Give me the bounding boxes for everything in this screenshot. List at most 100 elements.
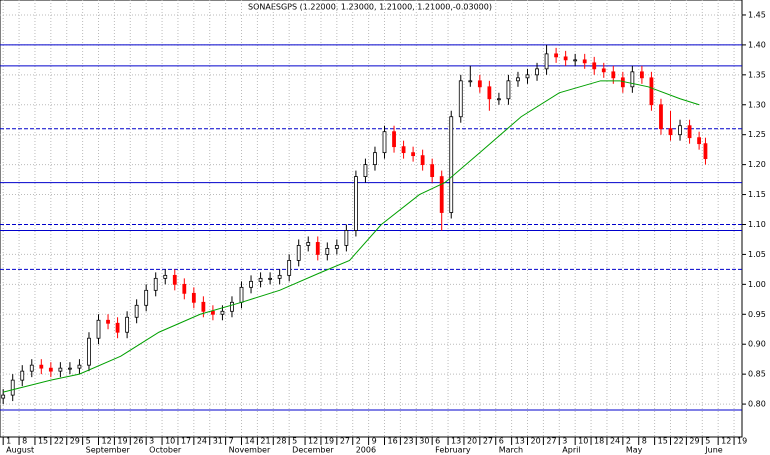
candle-body xyxy=(668,128,673,136)
candle-body xyxy=(1,394,6,399)
candle-body xyxy=(601,68,606,73)
x-tick-label: 20 xyxy=(467,437,477,446)
x-tick-label: 1 xyxy=(6,437,11,446)
x-tick-label: 12 xyxy=(308,437,318,446)
candle-body xyxy=(48,367,53,372)
candle-body xyxy=(659,104,663,130)
x-tick-label: 2 xyxy=(356,437,361,446)
x-tick-label: 24 xyxy=(610,437,620,446)
candle-body xyxy=(354,176,358,231)
x-tick-label: 5 xyxy=(292,437,297,446)
month-label: August xyxy=(6,446,34,455)
x-tick-label: 3 xyxy=(149,437,154,446)
y-tick-label: 1.45 xyxy=(748,10,766,19)
x-tick-label: 13 xyxy=(451,437,461,446)
x-tick-label: 17 xyxy=(181,437,191,446)
x-tick-label: 15 xyxy=(38,437,48,446)
candle-body xyxy=(344,230,349,246)
candle-body xyxy=(191,292,196,303)
month-label: March xyxy=(499,446,523,455)
candle-body xyxy=(287,260,292,276)
x-tick-label: 3 xyxy=(562,437,567,446)
month-label: December xyxy=(292,446,334,455)
x-tick-label: 14 xyxy=(245,437,255,446)
candle-body xyxy=(230,301,234,312)
candle-body xyxy=(592,62,597,70)
candle-body xyxy=(535,68,539,76)
candle-body xyxy=(220,310,225,315)
x-tick-label: 5 xyxy=(86,437,91,446)
candle-body xyxy=(401,146,406,154)
candle-body xyxy=(211,310,215,315)
x-tick-label: 18 xyxy=(594,437,604,446)
candle-body xyxy=(258,277,263,282)
candle-body xyxy=(516,77,520,82)
candle-body xyxy=(10,379,15,396)
plot-area xyxy=(0,0,743,438)
candle-body xyxy=(172,274,177,285)
month-label: October xyxy=(149,446,182,455)
x-tick-label: 27 xyxy=(546,437,556,446)
x-tick-label: 12 xyxy=(102,437,112,446)
x-tick-label: 23 xyxy=(403,437,413,446)
candle-body xyxy=(487,86,492,100)
candle-body xyxy=(697,137,702,145)
x-tick-label: 6 xyxy=(499,437,504,446)
candle-body xyxy=(106,319,110,324)
candle-body xyxy=(449,116,454,213)
candle-body xyxy=(411,152,416,157)
x-tick-label: 26 xyxy=(133,437,143,446)
x-tick-label: 22 xyxy=(674,437,684,446)
candle-body xyxy=(687,125,692,139)
candle-body xyxy=(182,283,187,294)
candle-body xyxy=(373,152,377,166)
candle-body xyxy=(249,280,253,288)
candle-body xyxy=(134,304,139,318)
candle-body xyxy=(582,59,587,64)
x-tick-label: 9 xyxy=(372,437,377,446)
chart-title: SONAESGPS (1.22000, 1.23000, 1.21000, 1.… xyxy=(248,3,492,12)
candle-body xyxy=(477,80,482,88)
y-tick-label: 1.10 xyxy=(748,220,766,229)
x-tick-label: 19 xyxy=(324,437,334,446)
candle-body xyxy=(201,301,206,312)
x-tick-label: 7 xyxy=(229,437,234,446)
x-tick-label: 8 xyxy=(642,437,647,446)
x-tick-label: 10 xyxy=(165,437,175,446)
x-tick-label: 13 xyxy=(515,437,525,446)
x-tick-label: 24 xyxy=(197,437,207,446)
candle-body xyxy=(611,71,616,79)
candle-body xyxy=(525,74,530,79)
x-tick-label: 15 xyxy=(658,437,668,446)
candle-body xyxy=(96,319,101,339)
x-tick-label: 19 xyxy=(117,437,127,446)
candle-body xyxy=(39,364,44,369)
candle-body xyxy=(29,364,34,372)
x-tick-label: 20 xyxy=(531,437,541,446)
candle-body xyxy=(68,367,72,370)
candle-body xyxy=(315,242,320,255)
candle-body xyxy=(268,277,273,280)
y-tick-label: 1.05 xyxy=(748,250,766,259)
candle-body xyxy=(77,364,82,369)
candle-body xyxy=(115,322,120,333)
candle-body xyxy=(239,286,244,303)
candle-body xyxy=(153,277,158,291)
x-tick-label: 27 xyxy=(483,437,493,446)
x-tick-label: 8 xyxy=(22,437,27,446)
month-label: September xyxy=(86,446,131,455)
candle-body xyxy=(458,80,463,118)
candle-body xyxy=(630,71,635,88)
candle-body xyxy=(306,242,311,246)
x-tick-label: 5 xyxy=(705,437,710,446)
candle-body xyxy=(277,274,282,279)
candle-body xyxy=(439,176,444,213)
x-tick-label: 6 xyxy=(435,437,440,446)
month-label: November xyxy=(229,446,271,455)
month-label: February xyxy=(435,446,471,455)
x-tick-label: 22 xyxy=(54,437,64,446)
candle-body xyxy=(573,59,578,62)
candle-body xyxy=(563,56,568,61)
candle-body xyxy=(325,248,330,255)
